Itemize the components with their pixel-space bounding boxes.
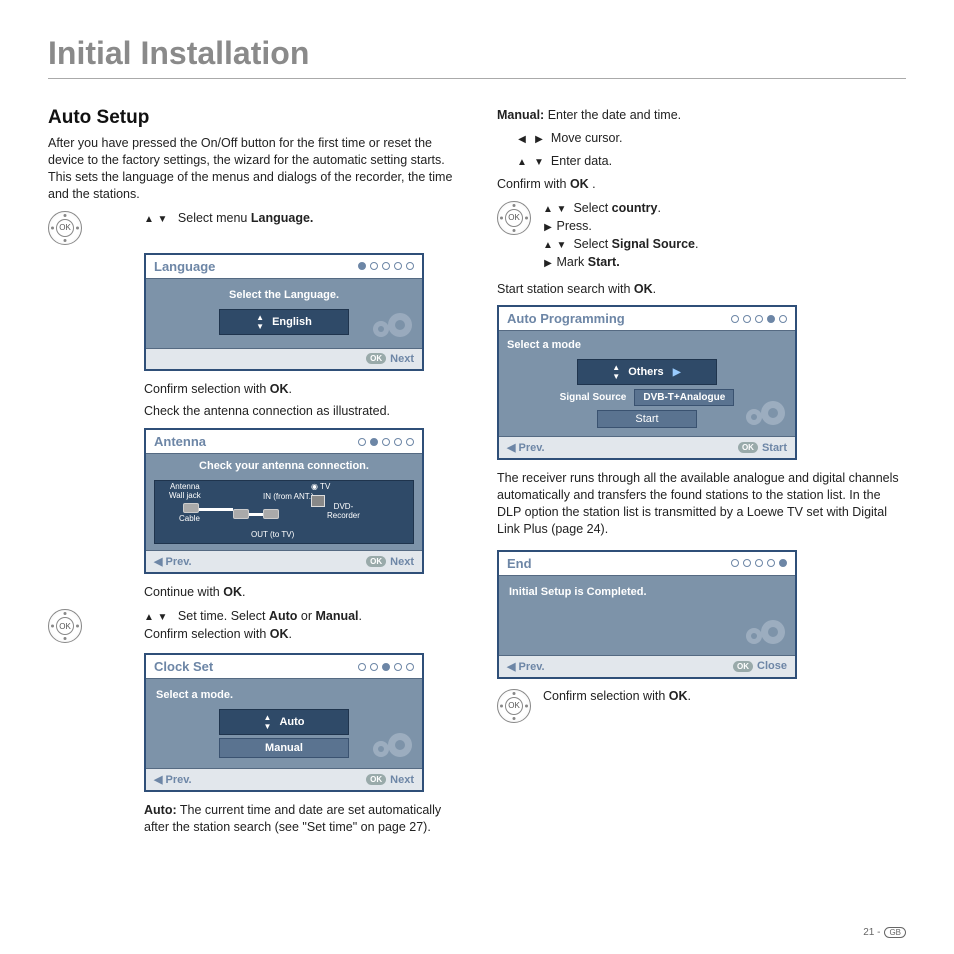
step-country-row: OK ▲ ▼ Select country. ▶ Press. ▲ ▼ Sele… [497,201,906,273]
label-out: OUT (to TV) [251,531,294,539]
next-button[interactable]: OK Next [366,556,414,568]
step-dots [731,315,787,323]
autoprog-mode[interactable]: ▲▼Others▶ [577,359,717,385]
right-column: Manual: Enter the date and time. ◀ ▶ Mov… [497,107,906,842]
label-walljack: AntennaWall jack [169,483,201,500]
language-option: English [272,316,312,328]
autoprog-prompt: Select a mode [507,339,787,351]
prev-button[interactable]: ◀ Prev. [507,441,545,454]
prev-button[interactable]: ◀ Prev. [154,773,192,786]
left-column: Auto Setup After you have pressed the On… [48,107,457,842]
clock-option-manual[interactable]: Manual [219,738,349,758]
antenna-prompt: Check your antenna connection. [154,460,414,472]
step-dots [358,262,414,270]
intro-paragraph: After you have pressed the On/Off button… [48,135,457,203]
ok-remote-icon: OK [497,689,531,723]
step1-bold: Language. [251,211,314,225]
receiver-paragraph: The receiver runs through all the availa… [497,470,906,538]
step1-text: Select menu [178,211,251,225]
label-in: IN (from ANT.) [263,493,314,501]
down-arrow-icon: ▼ [157,214,167,225]
section-title: Auto Setup [48,107,457,129]
prev-button[interactable]: ◀ Prev. [507,660,545,673]
antenna-dialog-title: Antenna [154,434,206,449]
clock-dialog-title: Clock Set [154,659,213,674]
antenna-diagram: AntennaWall jack Cable ◉ TV IN (from ANT… [154,480,414,544]
end-title: End [507,556,532,571]
confirm-ok-text: Confirm selection with OK. [48,381,457,398]
end-prompt: Initial Setup is Completed. [509,586,785,598]
language-prompt: Select the Language. [156,289,412,301]
content-columns: Auto Setup After you have pressed the On… [48,107,906,842]
gears-icon [366,725,416,764]
confirm-ok-text: Confirm with OK . [497,176,906,193]
step-clock-row: OK ▲ ▼ Set time. Select Auto or Manual. … [48,609,457,645]
language-dialog: Language Select the Language. ▲▼ English… [144,253,424,371]
antenna-dialog: Antenna Check your antenna connection. A… [144,428,424,574]
gears-icon [739,612,789,651]
signal-source-value[interactable]: DVB-T+Analogue [634,389,734,406]
manual-note: Manual: Enter the date and time. [497,107,906,124]
autoprog-title: Auto Programming [507,311,625,326]
start-button[interactable]: Start [597,410,697,428]
gears-icon [366,305,416,344]
label-dvd: DVD-Recorder [327,503,360,520]
move-cursor-text: Move cursor. [551,131,623,145]
next-button[interactable]: OK Next [366,353,414,365]
step-dots [731,559,787,567]
updown-icon: ▲▼ [256,313,264,331]
start-button[interactable]: OK Start [738,442,787,454]
step-dots [358,663,414,671]
page-title: Initial Installation [48,35,906,79]
language-dialog-title: Language [154,259,215,274]
final-confirm-row: OK Confirm selection with OK. [497,689,906,723]
ok-remote-icon: OK [48,211,82,245]
press-text: Press. [556,219,591,233]
label-cable: Cable [179,515,200,523]
auto-note: Auto: The current time and date are set … [48,802,457,836]
step-language-row: OK ▲ ▼ Select menu Language. [48,211,457,245]
autoprog-dialog: Auto Programming Select a mode ▲▼Others▶… [497,305,797,460]
clock-prompt: Select a mode. [156,689,412,701]
end-dialog: End Initial Setup is Completed. ◀ Prev. … [497,550,797,679]
ok-remote-icon: OK [497,201,531,235]
enter-data-text: Enter data. [551,154,612,168]
clock-dialog: Clock Set Select a mode. ▲▼Auto Manual ◀… [144,653,424,792]
clock-option-auto[interactable]: ▲▼Auto [219,709,349,735]
label-tv: ◉ TV [311,483,330,491]
ok-remote-icon: OK [48,609,82,643]
prev-button[interactable]: ◀ Prev. [154,555,192,568]
check-antenna-text: Check the antenna connection as illustra… [48,403,457,420]
gears-icon [739,393,789,432]
language-select[interactable]: ▲▼ English [219,309,349,335]
up-arrow-icon: ▲ [144,214,154,225]
step-dots [358,438,414,446]
next-button[interactable]: OK Next [366,774,414,786]
continue-ok-text: Continue with OK. [48,584,457,601]
page-number: 21 - GB [863,927,906,938]
close-button[interactable]: OK Close [733,660,787,672]
start-search-text: Start station search with OK. [497,281,906,298]
